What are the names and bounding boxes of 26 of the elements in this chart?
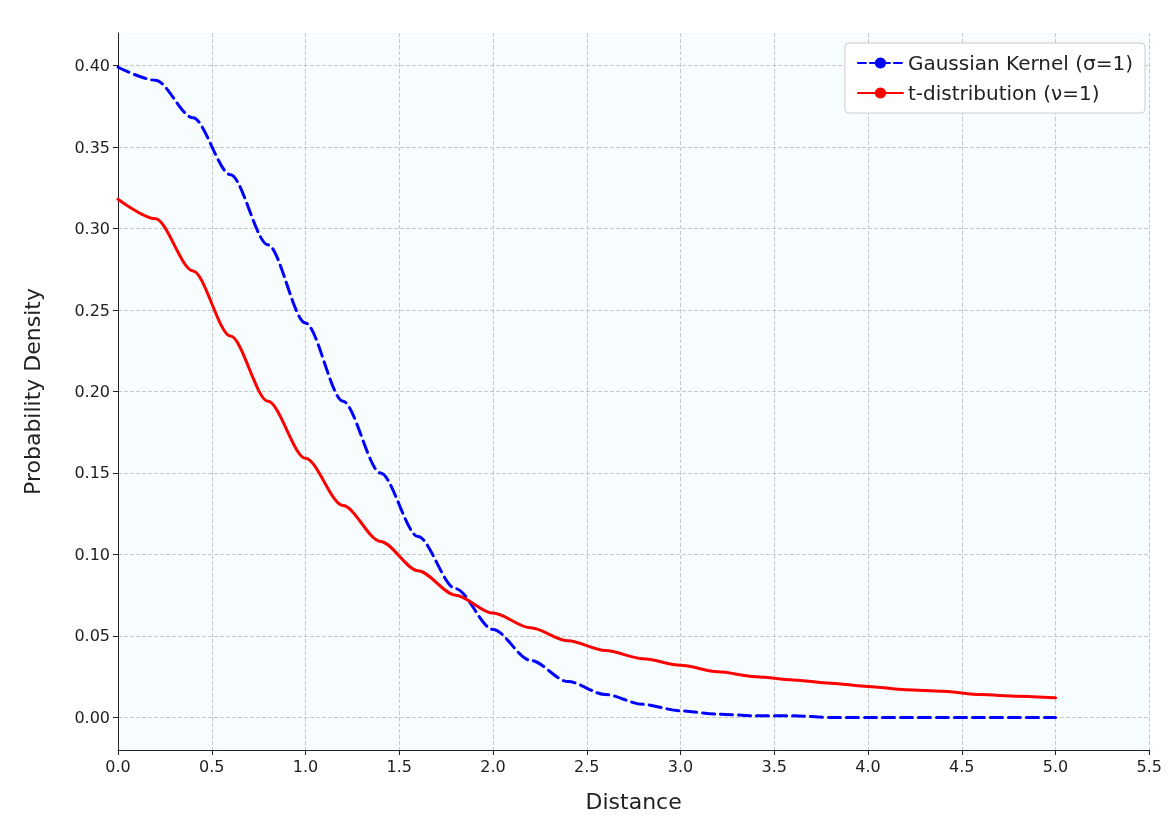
x-axis-title: Distance — [585, 788, 682, 814]
y-tick-label: 0.15 — [74, 463, 110, 483]
x-tick-label: 1.0 — [292, 756, 319, 776]
x-tick-label: 3.0 — [667, 756, 694, 776]
x-tick-label: 2.5 — [574, 756, 600, 776]
x-tick-label: 5.0 — [1042, 756, 1069, 776]
y-tick-label: 0.30 — [74, 219, 110, 239]
y-tick-label: 0.40 — [74, 56, 110, 76]
y-tick-label: 0.35 — [74, 137, 110, 157]
x-tick-label: 5.5 — [1136, 756, 1162, 776]
x-tick-label: 3.5 — [761, 756, 787, 776]
line-series — [116, 197, 1058, 700]
legend-label: t-distribution (ν=1) — [907, 81, 1100, 105]
x-tick-label: 4.5 — [949, 756, 975, 776]
x-tick-label: 0.0 — [105, 756, 131, 776]
y-tick-label: 0.10 — [74, 544, 110, 564]
x-tick-label: 4.0 — [855, 756, 881, 776]
y-tick-label: 0.20 — [74, 382, 110, 401]
x-tick-label: 2.0 — [480, 756, 506, 776]
y-tick-label: 0.25 — [74, 300, 110, 320]
y-tick-label: 0.00 — [74, 707, 110, 727]
y-tick-label: 0.05 — [74, 626, 110, 646]
x-tick-label: 0.5 — [199, 756, 225, 776]
y-axis-title: Probability Density — [19, 288, 45, 495]
x-tick-label: 1.5 — [386, 756, 412, 776]
legend-label: Gaussian Kernel (σ=1) — [907, 51, 1134, 75]
